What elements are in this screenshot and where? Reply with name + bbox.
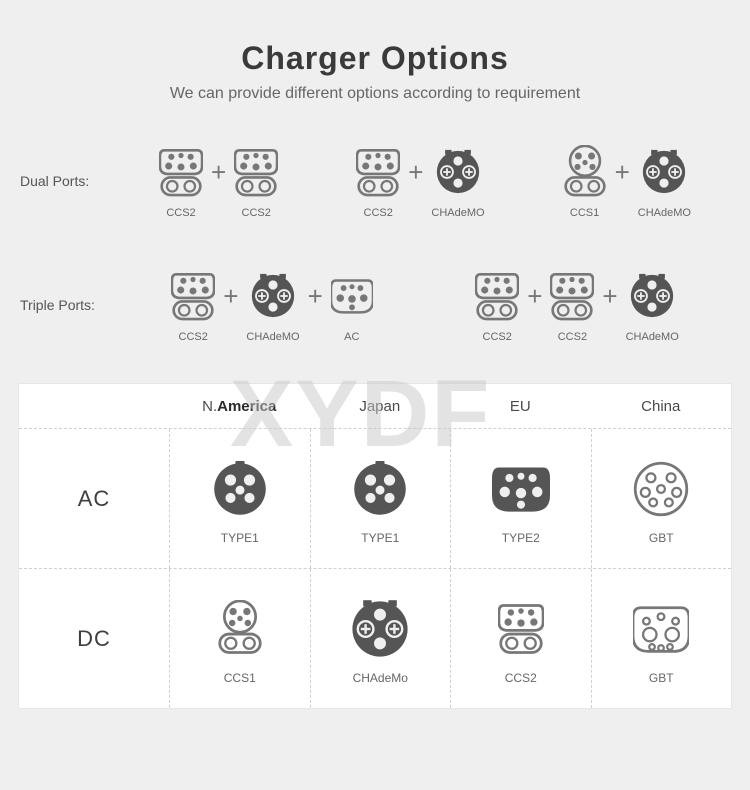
type1-icon — [352, 453, 408, 525]
port-combo: CCS2 + CHAdeMO + AC — [171, 267, 373, 343]
ccs1-icon — [563, 143, 607, 201]
port-combo: CCS2 + CHAdeMO — [356, 143, 484, 219]
plus-icon: + — [527, 283, 542, 309]
page-title: Charger Options — [0, 40, 750, 77]
port-label: CHAdeMO — [626, 331, 679, 343]
ccs2-icon — [475, 267, 519, 325]
port-label: TYPE1 — [361, 531, 399, 545]
port-combo: CCS2 + CCS2 — [159, 143, 278, 219]
port-combo: CCS1 + CHAdeMO — [563, 143, 691, 219]
matrix-col-japan: Japan — [310, 398, 451, 415]
matrix-cell-chademo: CHAdeMo — [310, 569, 451, 708]
chademo-icon — [250, 267, 296, 325]
port-combo: CCS2 + CCS2 + CHAdeMO — [475, 267, 679, 343]
port-label: CCS2 — [242, 207, 271, 219]
matrix-cell-type1: TYPE1 — [169, 429, 310, 568]
matrix-col-n-america: N.America — [169, 398, 310, 415]
port-label: CHAdeMO — [431, 207, 484, 219]
matrix-row-ac: AC TYPE1 TYPE1 TYPE2 — [19, 428, 731, 568]
triple-ports-label: Triple Ports: — [20, 297, 120, 313]
port-label: CCS2 — [505, 671, 537, 685]
ccs2-icon — [498, 593, 544, 665]
port-label: TYPE2 — [502, 531, 540, 545]
port-label: CCS2 — [364, 207, 393, 219]
gbt-ac-icon — [633, 453, 689, 525]
chademo-icon — [350, 593, 410, 665]
matrix-cell-ccs1: CCS1 — [169, 569, 310, 708]
port-label: CCS2 — [558, 331, 587, 343]
port-chademo: CHAdeMO — [431, 143, 484, 219]
matrix-cell-gbt-ac: GBT — [591, 429, 732, 568]
ccs1-icon — [217, 593, 263, 665]
port-ccs2: CCS2 — [234, 143, 278, 219]
dual-ports-combos: CCS2 + CCS2 CCS2 + CHAdeMO — [120, 143, 730, 219]
ccs2-icon — [159, 143, 203, 201]
ccs2-icon — [234, 143, 278, 201]
port-ccs2: CCS2 — [550, 267, 594, 343]
port-label: CCS2 — [179, 331, 208, 343]
port-label: CCS1 — [570, 207, 599, 219]
chademo-icon — [629, 267, 675, 325]
triple-ports-combos: CCS2 + CHAdeMO + AC — [120, 267, 730, 343]
port-ccs2: CCS2 — [475, 267, 519, 343]
port-label: AC — [344, 331, 359, 343]
matrix-col-china: China — [591, 398, 732, 415]
matrix-row-dc: DC CCS1 CHAdeMo CCS2 — [19, 568, 731, 708]
port-chademo: CHAdeMO — [246, 267, 299, 343]
matrix-cell-ccs2: CCS2 — [450, 569, 591, 708]
port-ccs1: CCS1 — [563, 143, 607, 219]
type1-icon — [212, 453, 268, 525]
type2-icon — [331, 267, 373, 325]
dual-ports-label: Dual Ports: — [20, 173, 120, 189]
port-label: CCS2 — [166, 207, 195, 219]
port-ccs2: CCS2 — [171, 267, 215, 343]
ccs2-icon — [356, 143, 400, 201]
plus-icon: + — [615, 159, 630, 185]
standard-matrix: N.AmericaJapanEUChina AC TYPE1 TYPE1 TYP… — [18, 383, 732, 709]
matrix-col-eu: EU — [450, 398, 591, 415]
plus-icon: + — [408, 159, 423, 185]
type2-icon — [492, 453, 550, 525]
port-label: GBT — [649, 671, 674, 685]
matrix-row-label: AC — [19, 429, 169, 568]
port-chademo: CHAdeMO — [638, 143, 691, 219]
plus-icon: + — [223, 283, 238, 309]
port-type2: AC — [331, 267, 373, 343]
port-label: CHAdeMO — [638, 207, 691, 219]
port-label: CHAdeMO — [246, 331, 299, 343]
page-subtitle: We can provide different options accordi… — [0, 85, 750, 103]
matrix-cell-type2: TYPE2 — [450, 429, 591, 568]
ccs2-icon — [171, 267, 215, 325]
plus-icon: + — [308, 283, 323, 309]
port-label: GBT — [649, 531, 674, 545]
triple-ports-row: Triple Ports: CCS2 + CHAdeMO + — [0, 267, 750, 343]
port-label: TYPE1 — [221, 531, 259, 545]
gbt-dc-icon — [633, 593, 689, 665]
charger-options-infographic: XYDF Charger Options We can provide diff… — [0, 0, 750, 737]
port-label: CCS2 — [483, 331, 512, 343]
matrix-cell-gbt-dc: GBT — [591, 569, 732, 708]
plus-icon: + — [602, 283, 617, 309]
plus-icon: + — [211, 159, 226, 185]
chademo-icon — [641, 143, 687, 201]
port-ccs2: CCS2 — [159, 143, 203, 219]
port-chademo: CHAdeMO — [626, 267, 679, 343]
chademo-icon — [435, 143, 481, 201]
port-ccs2: CCS2 — [356, 143, 400, 219]
matrix-row-label: DC — [19, 569, 169, 708]
matrix-header: N.AmericaJapanEUChina — [19, 384, 731, 428]
ccs2-icon — [550, 267, 594, 325]
port-label: CHAdeMo — [353, 671, 408, 685]
dual-ports-row: Dual Ports: CCS2 + CCS2 CCS2 + — [0, 143, 750, 219]
matrix-cell-type1: TYPE1 — [310, 429, 451, 568]
port-label: CCS1 — [224, 671, 256, 685]
